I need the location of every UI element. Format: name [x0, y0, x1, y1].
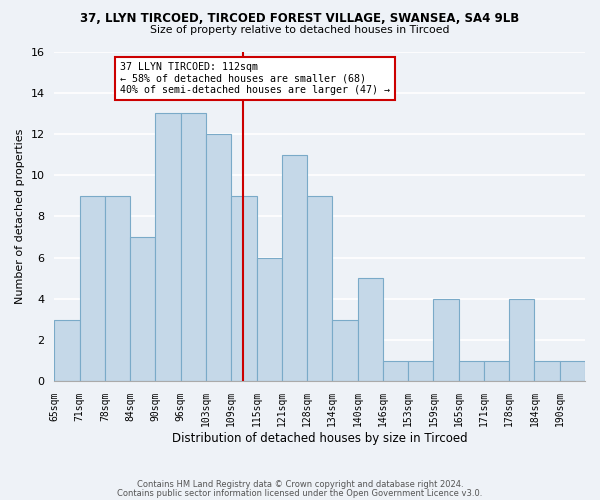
Bar — [408, 361, 433, 382]
Bar — [484, 361, 509, 382]
Bar — [130, 237, 155, 382]
Bar — [206, 134, 231, 382]
Bar — [560, 361, 585, 382]
Bar — [458, 361, 484, 382]
Bar — [383, 361, 408, 382]
Bar — [332, 320, 358, 382]
Bar — [257, 258, 282, 382]
Bar — [509, 299, 535, 382]
X-axis label: Distribution of detached houses by size in Tircoed: Distribution of detached houses by size … — [172, 432, 467, 445]
Text: Size of property relative to detached houses in Tircoed: Size of property relative to detached ho… — [150, 25, 450, 35]
Bar — [80, 196, 105, 382]
Bar — [433, 299, 458, 382]
Text: Contains HM Land Registry data © Crown copyright and database right 2024.: Contains HM Land Registry data © Crown c… — [137, 480, 463, 489]
Text: Contains public sector information licensed under the Open Government Licence v3: Contains public sector information licen… — [118, 490, 482, 498]
Bar — [358, 278, 383, 382]
Bar — [181, 114, 206, 382]
Text: 37 LLYN TIRCOED: 112sqm
← 58% of detached houses are smaller (68)
40% of semi-de: 37 LLYN TIRCOED: 112sqm ← 58% of detache… — [120, 62, 390, 95]
Bar — [535, 361, 560, 382]
Bar — [105, 196, 130, 382]
Bar — [55, 320, 80, 382]
Bar — [307, 196, 332, 382]
Bar — [282, 154, 307, 382]
Bar — [155, 114, 181, 382]
Bar — [231, 196, 257, 382]
Y-axis label: Number of detached properties: Number of detached properties — [15, 129, 25, 304]
Text: 37, LLYN TIRCOED, TIRCOED FOREST VILLAGE, SWANSEA, SA4 9LB: 37, LLYN TIRCOED, TIRCOED FOREST VILLAGE… — [80, 12, 520, 26]
